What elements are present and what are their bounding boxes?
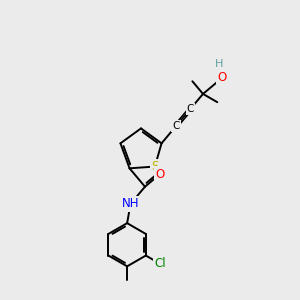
Text: Cl: Cl [154, 257, 166, 270]
Text: NH: NH [122, 197, 139, 210]
Text: C: C [172, 121, 180, 131]
Text: S: S [151, 160, 159, 173]
Text: C: C [187, 104, 194, 114]
Text: O: O [217, 71, 226, 85]
Text: H: H [214, 59, 223, 69]
Text: O: O [155, 168, 164, 181]
